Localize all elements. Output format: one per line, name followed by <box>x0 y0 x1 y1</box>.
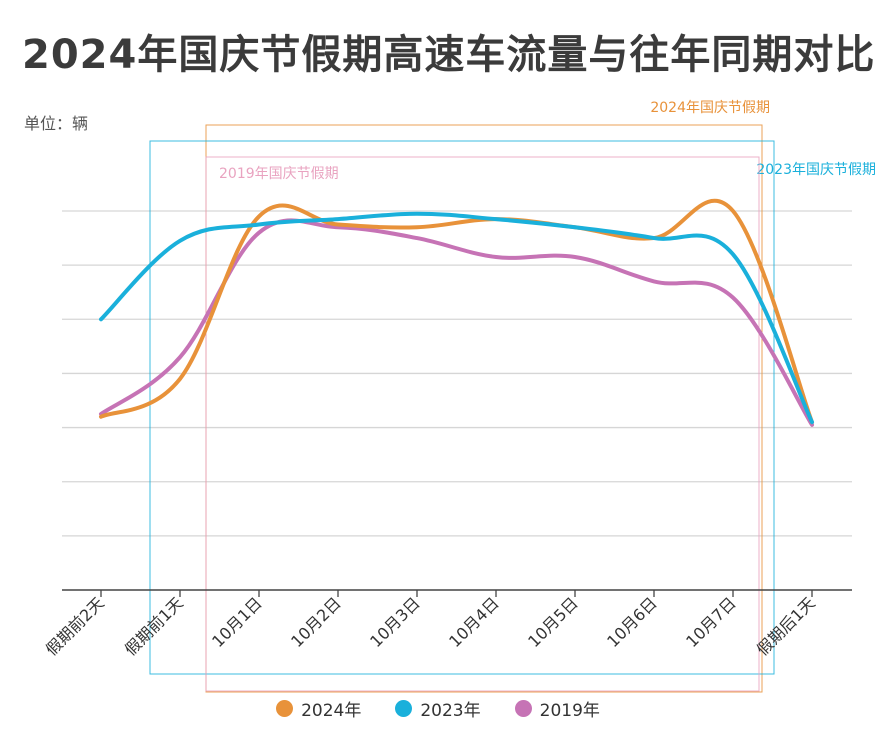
legend-swatch <box>276 700 294 717</box>
legend-label: 2024年 <box>301 701 362 721</box>
x-tick-label: 10月7日 <box>682 593 740 651</box>
unit-label: 单位：辆 <box>24 114 89 133</box>
x-tick-label: 10月1日 <box>208 593 266 651</box>
legend-swatch <box>514 700 532 717</box>
x-axis: 假期前2天 假期前1天 10月1日 10月2日 10月3日 10月4日 10月5日 10月6日… <box>42 589 852 659</box>
legend-item: 2024年 <box>276 696 361 721</box>
x-tick-label: 假期前1天 <box>121 593 187 659</box>
series-line-2023年 <box>99 211 814 425</box>
x-tick-label: 10月5日 <box>524 593 582 651</box>
legend-swatch <box>395 700 413 717</box>
legend-label: 2019年 <box>539 701 600 721</box>
x-tick-label: 10月2日 <box>287 593 345 651</box>
legend-label: 2023年 <box>420 701 481 721</box>
holiday-period-label: 2019年国庆节假期 <box>219 166 339 182</box>
series-lines <box>99 198 814 427</box>
legend: 2024年 2023年 2019年 <box>0 696 876 721</box>
grid-lines <box>62 210 852 537</box>
series-line-2019年 <box>99 218 814 427</box>
chart-title: 2024年国庆节假期高速车流量与往年同期对比 <box>22 32 876 78</box>
x-tick-label: 10月6日 <box>603 593 661 651</box>
holiday-period-boxes: 2024年国庆节假期 2023年国庆节假期 2019年国庆节假期 <box>149 100 876 693</box>
legend-item: 2019年 <box>514 696 600 721</box>
holiday-period-label: 2024年国庆节假期 <box>650 100 770 116</box>
holiday-period-label: 2023年国庆节假期 <box>756 162 876 178</box>
x-tick-label: 10月3日 <box>366 593 424 651</box>
holiday-period-box <box>149 140 775 675</box>
series-line-2024年 <box>99 198 814 425</box>
x-tick-label: 假期前2天 <box>42 593 108 659</box>
x-tick-label: 假期后1天 <box>753 593 819 659</box>
x-tick-label: 10月4日 <box>445 593 503 651</box>
legend-item: 2023年 <box>395 696 481 721</box>
holiday-period-box <box>205 156 760 692</box>
